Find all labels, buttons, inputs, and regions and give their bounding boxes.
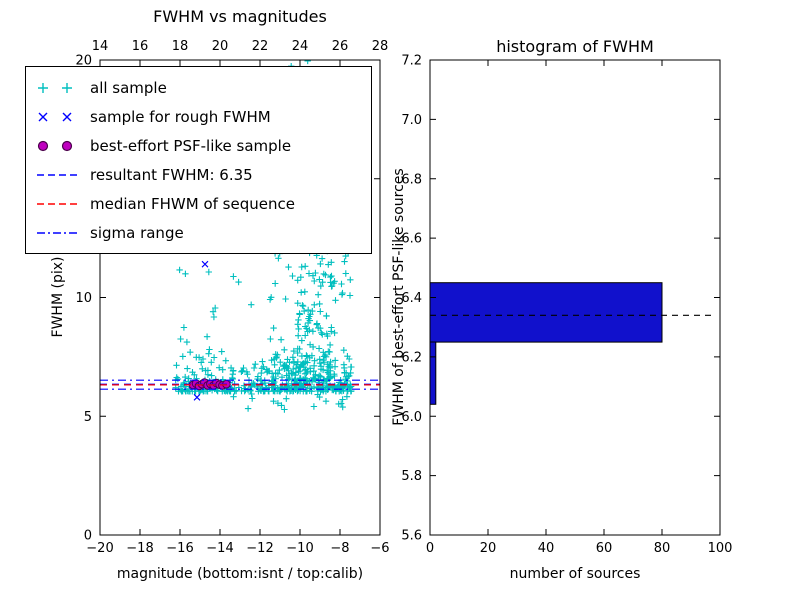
tick-label: 6.6 — [401, 232, 422, 247]
tick-label: 10 — [75, 291, 92, 306]
tick-label: 24 — [292, 39, 309, 54]
tick-label: 20 — [75, 54, 92, 69]
tick-label: 22 — [252, 39, 269, 54]
left-plot-content — [100, 60, 380, 413]
tick-label: 80 — [654, 541, 671, 556]
tick-label: 5 — [84, 410, 92, 425]
tick-label: 6.4 — [401, 291, 422, 306]
tick-label: −12 — [246, 541, 273, 556]
plus-marker-icon — [38, 82, 72, 93]
tick-label: 20 — [480, 541, 497, 556]
tick-label: 100 — [708, 541, 733, 556]
legend-item-median-fwhm: median FHWM of sequence — [34, 189, 361, 218]
tick-label: −14 — [206, 541, 233, 556]
right-plot-title: histogram of FWHM — [496, 37, 654, 56]
tick-label: 14 — [92, 39, 109, 54]
tick-label: 6.0 — [401, 410, 422, 425]
legend-label: sigma range — [90, 223, 184, 242]
left-plot-title: FWHM vs magnitudes — [153, 7, 327, 26]
tick-label: 60 — [596, 541, 613, 556]
x-marker-icon — [38, 112, 72, 121]
tick-label: −8 — [330, 541, 349, 556]
tick-label: −10 — [286, 541, 313, 556]
legend-label: all sample — [90, 78, 167, 97]
right-plot-xlabel: number of sources — [510, 566, 641, 582]
tick-label: 18 — [172, 39, 189, 54]
legend-label: best-effort PSF-like sample — [90, 136, 292, 155]
legend-label: sample for rough FWHM — [90, 107, 271, 126]
legend-item-psf-like-sample: best-effort PSF-like sample — [34, 131, 361, 160]
histogram-bar — [429, 341, 437, 405]
dashed-line-icon — [37, 202, 77, 205]
right-plot-ylabel: FWHM of best-effort PSF-like sources — [391, 168, 407, 425]
right-plot: 0 20 40 60 80 100 5.6 5.8 6.0 6.2 6.4 6.6 6.8 7.0 7.2 — [401, 54, 732, 557]
tick-label: −18 — [126, 541, 153, 556]
tick-label: 40 — [538, 541, 555, 556]
tick-label: 0 — [84, 529, 92, 544]
legend-label: resultant FWHM: 6.35 — [90, 165, 253, 184]
tick-label: 6.2 — [401, 350, 422, 365]
left-plot-xlabel: magnitude (bottom:isnt / top:calib) — [117, 566, 363, 582]
tick-label: 6.8 — [401, 172, 422, 187]
tick-label: 7.2 — [401, 54, 422, 69]
tick-label: 0 — [426, 541, 434, 556]
dashdot-line-icon — [37, 231, 77, 234]
left-plot-ylabel: FWHM (pix) — [50, 257, 66, 338]
legend-label: median FHWM of sequence — [90, 194, 295, 213]
legend: all sample sample for rough FWHM best-ef… — [25, 66, 372, 254]
legend-item-sigma-range: sigma range — [34, 218, 361, 247]
tick-label: 5.8 — [401, 469, 422, 484]
legend-item-all-sample: all sample — [34, 73, 361, 102]
circle-marker-icon — [37, 140, 73, 151]
tick-label: −20 — [86, 541, 113, 556]
tick-label: −6 — [370, 541, 389, 556]
legend-item-resultant-fwhm: resultant FWHM: 6.35 — [34, 160, 361, 189]
tick-label: −16 — [166, 541, 193, 556]
histogram-bar — [429, 282, 663, 343]
tick-label: 7.0 — [401, 113, 422, 128]
tick-label: 16 — [132, 39, 149, 54]
tick-label: 5.6 — [401, 529, 422, 544]
dashed-line-icon — [37, 173, 77, 176]
left-plot: −20 −18 −16 −14 −12 −10 −8 −6 14 16 18 20 22 24 26 28 0 5… — [75, 39, 389, 556]
tick-label: 20 — [212, 39, 229, 54]
legend-item-rough-fwhm-sample: sample for rough FWHM — [34, 102, 361, 131]
tick-label: 28 — [372, 39, 389, 54]
tick-label: 26 — [332, 39, 349, 54]
